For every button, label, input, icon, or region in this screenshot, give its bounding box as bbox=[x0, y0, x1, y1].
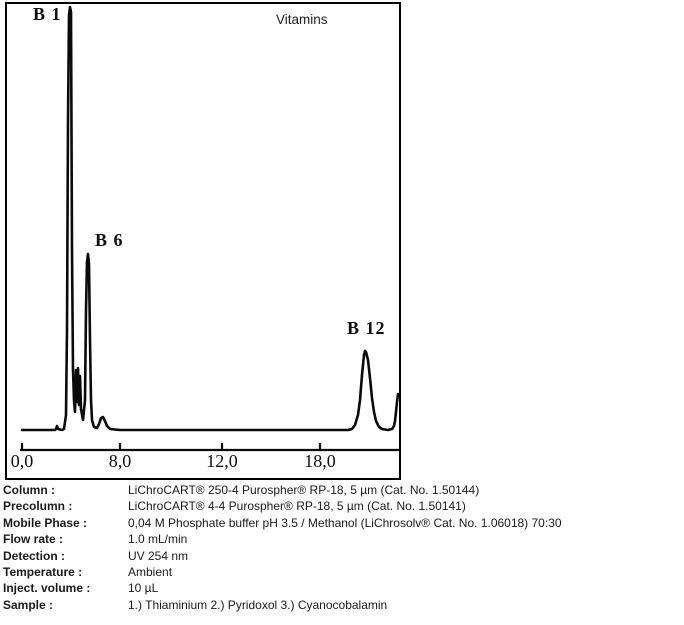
spec-value: 1.0 mL/min bbox=[128, 532, 188, 547]
spec-label: Mobile Phase : bbox=[3, 515, 88, 530]
x-tick-label: 0,0 bbox=[10, 451, 34, 471]
spec-label: Detection : bbox=[3, 548, 66, 563]
spec-value: LiChroCART® 4-4 Purospher® RP-18, 5 µm (… bbox=[128, 499, 466, 514]
spec-row-precolumn: Precolumn : LiChroCART® 4-4 Purospher® R… bbox=[3, 498, 681, 514]
spec-value: LiChroCART® 250-4 Purospher® RP-18, 5 µm… bbox=[128, 483, 480, 497]
x-tick-label: 18,0 bbox=[304, 451, 336, 471]
spec-label: Sample : bbox=[3, 597, 54, 612]
spec-row-flow-rate: Flow rate : 1.0 mL/min bbox=[3, 531, 681, 547]
spec-value: 1.) Thiaminium 2.) Pyridoxol 3.) Cyanoco… bbox=[128, 597, 388, 612]
spec-table: Column : LiChroCART® 250-4 Purospher® RP… bbox=[3, 482, 681, 613]
spec-value: UV 254 nm bbox=[128, 548, 189, 563]
spec-row-sample: Sample : 1.) Thiaminium 2.) Pyridoxol 3.… bbox=[3, 597, 681, 613]
spec-row-column: Column : LiChroCART® 250-4 Purospher® RP… bbox=[3, 482, 681, 498]
spec-label: Temperature : bbox=[3, 565, 83, 580]
spec-value: Ambient bbox=[128, 565, 173, 580]
spec-row-mobile-phase: Mobile Phase : 0,04 M Phosphate buffer p… bbox=[3, 515, 681, 531]
spec-label: Inject. volume : bbox=[3, 581, 91, 596]
peak-label-b6: B 6 bbox=[95, 230, 124, 250]
x-tick-label: 12,0 bbox=[206, 451, 238, 471]
spec-label: Flow rate : bbox=[3, 532, 64, 547]
spec-label: Precolumn : bbox=[3, 499, 73, 514]
spec-row-inject-volume: Inject. volume : 10 µL bbox=[3, 580, 681, 596]
spec-row-detection: Detection : UV 254 nm bbox=[3, 548, 681, 564]
spec-row-temperature: Temperature : Ambient bbox=[3, 564, 681, 580]
plot-area bbox=[5, 2, 401, 480]
spec-value: 10 µL bbox=[128, 581, 159, 596]
peak-label-b12: B 12 bbox=[347, 318, 386, 338]
spec-label: Column : bbox=[3, 483, 55, 497]
spec-value: 0,04 M Phosphate buffer pH 3.5 / Methano… bbox=[128, 515, 562, 530]
chart-title: Vitamins bbox=[276, 12, 328, 27]
x-tick-label: 8,0 bbox=[108, 451, 132, 471]
peak-label-b1: B 1 bbox=[33, 4, 62, 24]
